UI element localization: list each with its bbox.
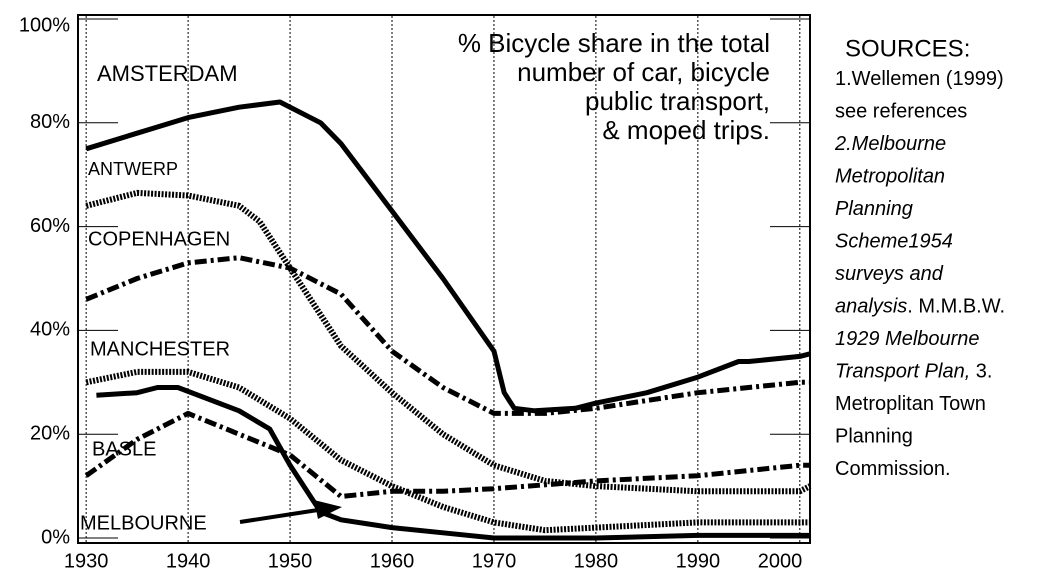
x-tick-label: 1950 (268, 550, 313, 572)
source-segment: Planning (835, 198, 913, 220)
y-tick-label: 40% (30, 319, 70, 341)
series-line (85, 368, 810, 534)
y-tick-label: 20% (30, 422, 70, 444)
annotation: number of car, bicycle (517, 57, 770, 87)
annotation: % Bicycle share in the total (458, 28, 770, 58)
source-line: Commission. (835, 458, 951, 480)
source-segment: Scheme1954 (835, 231, 953, 253)
annotation: public transport, (585, 86, 770, 116)
x-tick-label: 1970 (472, 550, 517, 572)
source-segment: Planning (835, 426, 913, 448)
source-line: surveys and (835, 263, 944, 285)
sources-title: SOURCES: (845, 35, 970, 62)
source-segment: 1.Wellemen (1999) (835, 68, 1004, 90)
x-tick-label: 1940 (166, 550, 211, 572)
source-line: Scheme1954 (835, 231, 953, 253)
source-segment: 3. (970, 361, 992, 383)
source-segment: Commission. (835, 458, 951, 480)
series-label: ANTWERP (88, 159, 178, 179)
arrow (239, 508, 319, 524)
x-tick-label: 1960 (370, 550, 415, 572)
source-line: see references (835, 101, 967, 123)
x-tick-label: 1990 (676, 550, 721, 572)
series-line (84, 410, 810, 499)
series-label: AMSTERDAM (97, 61, 238, 86)
x-tick-label: 1930 (64, 550, 109, 572)
series-label: MELBOURNE (80, 512, 207, 534)
source-line: 2.Melbourne (834, 133, 946, 155)
series-label: BASLE (92, 438, 156, 460)
series-line (96, 385, 810, 541)
source-segment: analysis (835, 296, 907, 318)
source-segment: 1929 Melbourne (835, 328, 980, 350)
y-tick-label: 0% (41, 526, 70, 548)
series-line (85, 255, 810, 416)
source-segment: Transport Plan, (835, 361, 970, 383)
source-line: 1929 Melbourne (835, 328, 980, 350)
source-segment: 2.Melbourne (834, 133, 946, 155)
source-line: Planning (835, 198, 913, 220)
annotation: & moped trips. (602, 115, 770, 145)
source-line: Planning (835, 426, 913, 448)
series-line (85, 189, 812, 495)
source-line: Metropolitan (835, 166, 945, 188)
series-label: MANCHESTER (90, 338, 230, 360)
source-line: Metroplitan Town (835, 393, 986, 415)
plot-frame (77, 14, 811, 544)
source-line: 1.Wellemen (1999) (835, 68, 1004, 90)
source-segment: see references (835, 101, 967, 123)
x-tick-label: 1980 (574, 550, 619, 572)
y-tick-label: 60% (30, 215, 70, 237)
series-label: COPENHAGEN (88, 228, 230, 250)
source-line: analysis. M.M.B.W. (835, 296, 1005, 318)
source-segment: Metroplitan Town (835, 393, 986, 415)
x-tick-label: 2000 (758, 550, 803, 572)
series-line (85, 99, 811, 414)
y-tick-label: 80% (30, 111, 70, 133)
source-segment: . M.M.B.W. (907, 296, 1005, 318)
source-segment: Metropolitan (835, 166, 945, 188)
y-tick-label: 100% (19, 14, 70, 36)
source-segment: surveys and (835, 263, 944, 285)
source-line: Transport Plan, 3. (835, 361, 993, 383)
